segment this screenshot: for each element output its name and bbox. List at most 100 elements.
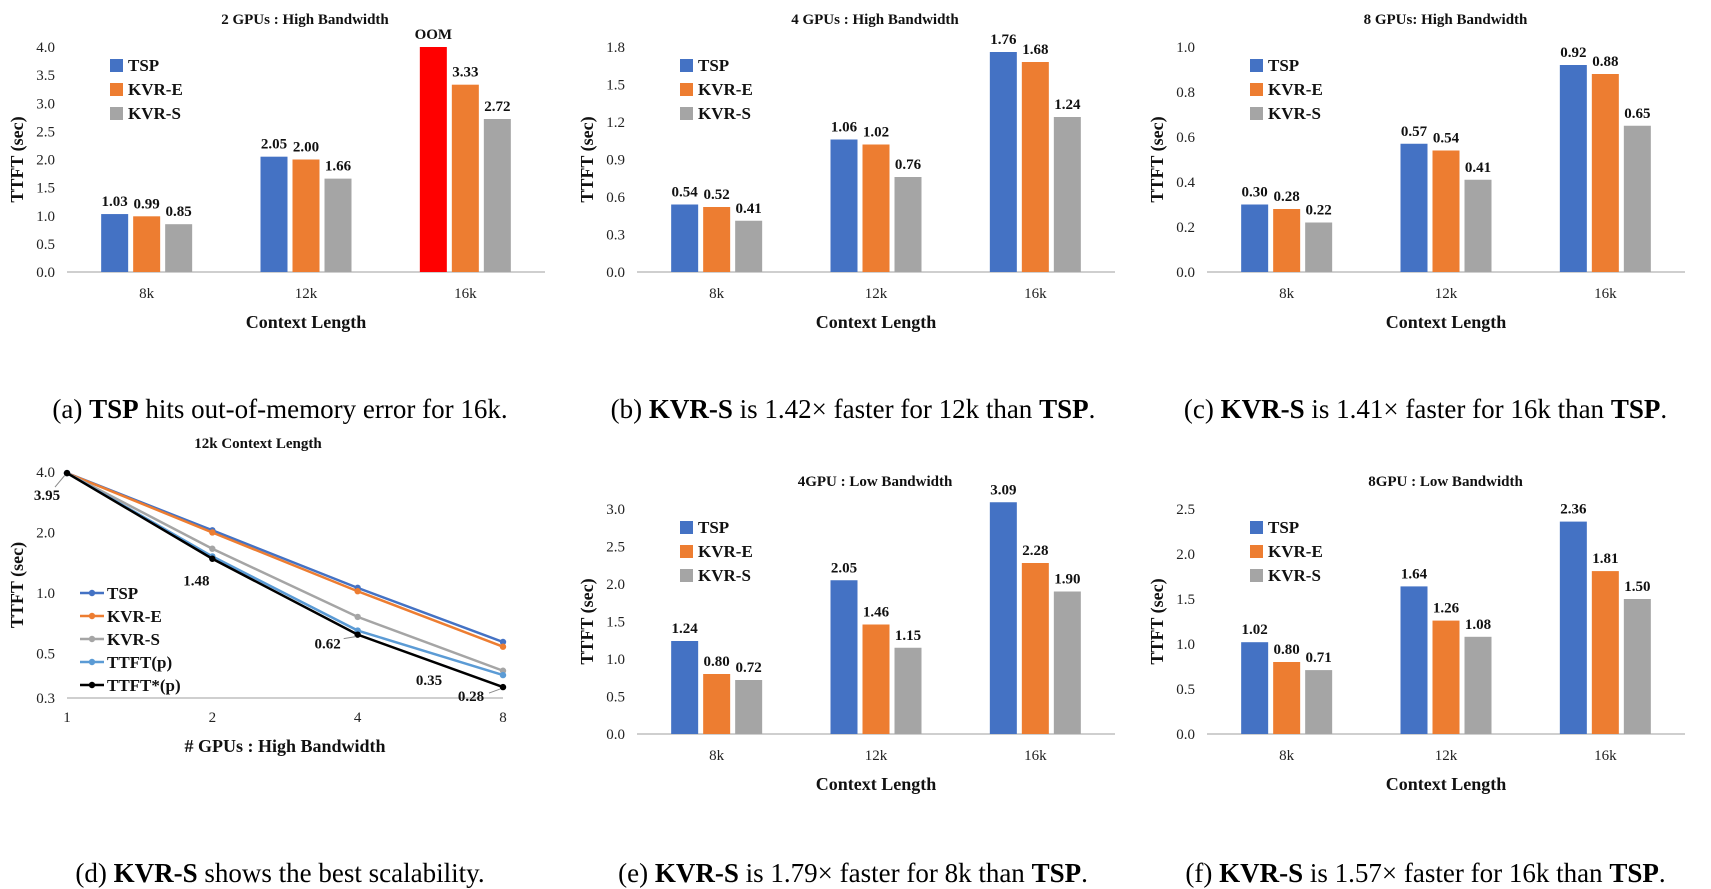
- legend-label-tsp: TSP: [698, 518, 729, 537]
- chart-panel-d: 12k Context Length 0.3 0.5 1.0 2.0 4.0 1 2 4 8 TTF…: [0, 436, 570, 832]
- y-tick-label: 1.8: [606, 40, 625, 56]
- x-axis-label: Context Length: [816, 312, 937, 332]
- bar-kvr-e-16k: [1591, 74, 1619, 272]
- data-label-tsp-16k: 1.76: [990, 32, 1017, 48]
- bar-kvr-s-8k: [165, 224, 193, 272]
- y-tick-label: 0.9: [606, 153, 625, 169]
- bar-kvr-s-16k: [483, 119, 511, 272]
- x-tick-label: 12k: [865, 748, 888, 764]
- legend-label-kvr-s: KVR-S: [128, 104, 181, 123]
- data-label-kvr-s-12k: 0.41: [1465, 160, 1491, 176]
- y-tick-label: 2.5: [36, 124, 55, 140]
- caption-f-end: .: [1658, 858, 1666, 888]
- caption-f-bold2: TSP: [1609, 858, 1659, 888]
- y-tick-label: 2.5: [606, 540, 625, 556]
- data-label-tsp-16k: 0.92: [1560, 45, 1586, 61]
- data-label-kvr-e-8k: 0.52: [704, 187, 730, 203]
- data-label-kvr-e-16k: 1.68: [1022, 42, 1048, 58]
- caption-d-prefix: (d): [75, 858, 107, 888]
- bar-tsp-16k: [1559, 521, 1587, 734]
- bar-kvr-e-8k: [1273, 662, 1301, 734]
- caption-e-bold2: TSP: [1031, 858, 1082, 888]
- y-tick-label: 1.0: [1176, 637, 1195, 653]
- data-label-tsp-12k: 0.57: [1401, 124, 1428, 140]
- y-tick-label: 3.5: [36, 68, 55, 84]
- data-label-kvr-s-16k: 1.50: [1624, 579, 1650, 595]
- legend-marker-kvr-s: [88, 635, 96, 643]
- legend-swatch-kvr-e: [1250, 83, 1263, 96]
- point-tsp-8: [499, 638, 507, 646]
- legend-label-kvr-s: KVR-S: [1268, 104, 1321, 123]
- data-label-tsp-12k: 2.05: [261, 137, 287, 153]
- data-label-kvr-s-16k: 1.90: [1054, 572, 1080, 588]
- y-tick-label: 1.5: [1176, 592, 1195, 608]
- y-tick-label: 0.5: [606, 690, 625, 706]
- point-ttft-p-8: [499, 671, 507, 679]
- bar-tsp-16k: [989, 52, 1017, 272]
- bar-chart-c: 8 GPUs: High Bandwidth 0.0 0.2 0.4 0.6 0.8 1.0…: [1147, 12, 1685, 332]
- legend-swatch-tsp: [680, 59, 693, 72]
- chart-title: 2 GPUs : High Bandwidth: [221, 12, 389, 28]
- bar-kvr-e-16k: [451, 84, 479, 272]
- chart-title: 12k Context Length: [194, 436, 322, 452]
- data-label-kvr-e-16k: 0.88: [1592, 54, 1618, 70]
- caption-c: (c) KVR-S is 1.41× faster for 16k than T…: [1140, 394, 1711, 425]
- data-label-kvr-s-12k: 1.08: [1465, 617, 1491, 633]
- bar-kvr-s-12k: [894, 177, 922, 272]
- caption-b-prefix: (b): [610, 394, 643, 424]
- point-kvr-s-4: [354, 613, 361, 621]
- data-label-kvr-e-16k: 1.81: [1592, 551, 1618, 567]
- x-axis-label: Context Length: [1386, 774, 1507, 794]
- legend-swatch-tsp: [680, 521, 693, 534]
- data-label-kvr-e-12k: 0.54: [1433, 131, 1460, 147]
- y-tick-label: 1.0: [36, 209, 55, 225]
- y-tick-label: 1.0: [36, 586, 55, 602]
- point-ttft-p-1: [63, 469, 71, 477]
- y-tick-label: 1.5: [606, 615, 625, 631]
- data-label-kvr-e-12k: 2.00: [293, 140, 319, 156]
- y-tick-label: 1.0: [1176, 40, 1195, 56]
- caption-e-end: .: [1081, 858, 1088, 888]
- bar-chart-b: 4 GPUs : High Bandwidth 0.0 0.3 0.6 0.9 1.2 1.…: [577, 12, 1115, 332]
- bar-kvr-s-8k: [735, 680, 763, 734]
- legend-label-kvr-s: KVR-S: [698, 566, 751, 585]
- x-tick-label: 1: [63, 710, 71, 726]
- bar-kvr-e-8k: [703, 674, 731, 734]
- annotation-leader: [488, 688, 501, 694]
- data-label-kvr-s-12k: 1.66: [325, 159, 352, 175]
- data-label-kvr-s-16k: 0.65: [1624, 106, 1650, 122]
- annotation-label: 3.95: [34, 488, 60, 504]
- legend-swatch-tsp: [1250, 521, 1263, 534]
- x-tick-label: 12k: [295, 286, 318, 302]
- chart-title: 8 GPUs: High Bandwidth: [1364, 12, 1528, 28]
- x-tick-label: 8k: [1279, 748, 1295, 764]
- x-tick-label: 8k: [1279, 286, 1295, 302]
- chart-title: 4GPU : Low Bandwidth: [798, 474, 953, 490]
- point-ttft-p-4: [354, 631, 361, 638]
- series-line-ttft-p: [66, 472, 504, 689]
- legend-swatch-kvr-e: [1250, 545, 1263, 558]
- bar-kvr-e-12k: [862, 144, 890, 272]
- y-tick-label: 3.0: [36, 96, 55, 112]
- legend-label-tsp: TSP: [698, 56, 729, 75]
- caption-e-text: is 1.79× faster for 8k than: [738, 858, 1032, 888]
- caption-c-bold: KVR-S: [1220, 394, 1305, 424]
- bar-tsp-12k: [260, 156, 288, 272]
- caption-f-bold: KVR-S: [1219, 858, 1304, 888]
- bar-tsp-8k: [1241, 642, 1269, 734]
- legend-swatch-tsp: [1250, 59, 1263, 72]
- bar-kvr-s-16k: [1053, 591, 1081, 734]
- legend-swatch-kvr-s: [680, 107, 693, 120]
- series-line-kvr-e: [66, 471, 504, 648]
- data-label-kvr-e-8k: 0.99: [134, 196, 160, 212]
- bar-kvr-e-12k: [292, 159, 320, 272]
- legend-swatch-kvr-s: [1250, 107, 1263, 120]
- data-label-kvr-s-8k: 0.22: [1306, 203, 1332, 219]
- x-tick-label: 16k: [1594, 286, 1617, 302]
- y-tick-label: 0.0: [606, 727, 625, 743]
- x-tick-label: 2: [209, 710, 217, 726]
- legend-label-ttft-p: TTFT*(p): [107, 676, 181, 695]
- chart-panel-b: 4 GPUs : High Bandwidth 0.0 0.3 0.6 0.9 1.2 1.…: [570, 0, 1140, 350]
- x-tick-label: 4: [354, 710, 362, 726]
- data-label-tsp-8k: 1.24: [672, 621, 699, 637]
